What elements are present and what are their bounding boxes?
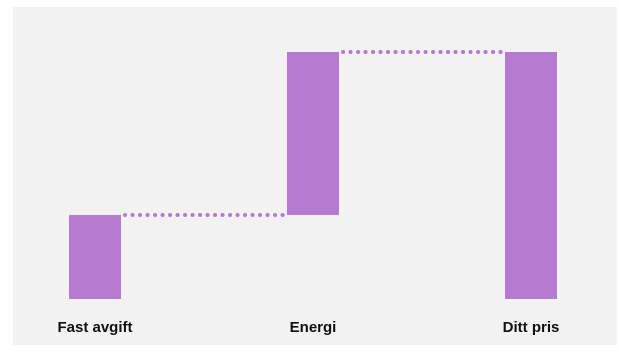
category-label: Energi bbox=[290, 319, 337, 336]
bar-group bbox=[69, 52, 557, 299]
bar-ditt-pris bbox=[505, 52, 557, 299]
bar-energi bbox=[287, 52, 339, 216]
bar-fast-avgift bbox=[69, 215, 121, 299]
category-labels: Fast avgift Energi Ditt pris bbox=[57, 319, 559, 336]
category-label: Ditt pris bbox=[503, 319, 560, 336]
category-label: Fast avgift bbox=[57, 319, 132, 336]
